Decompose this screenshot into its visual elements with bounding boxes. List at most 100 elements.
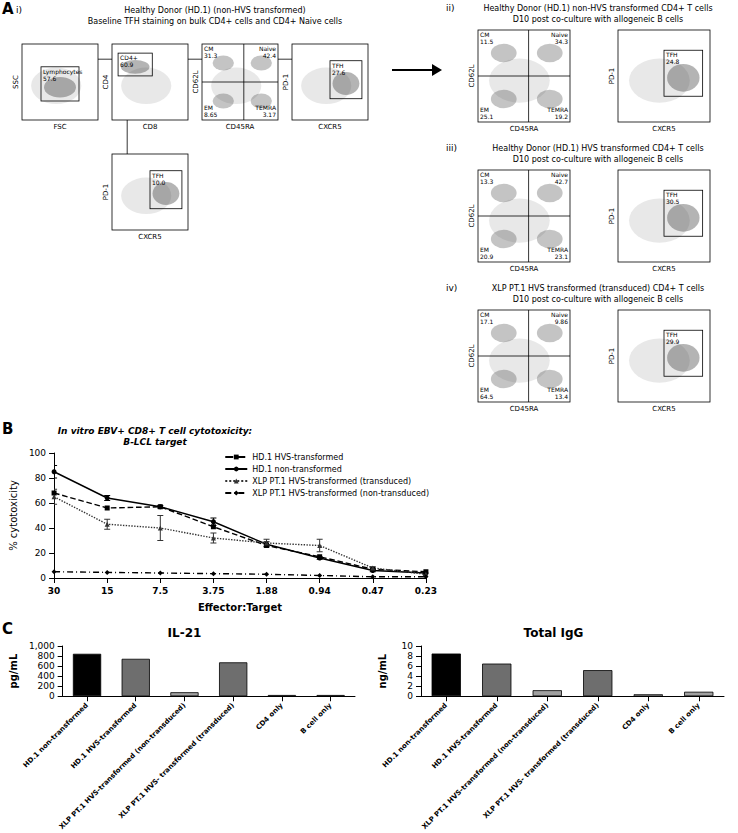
svg-text:TFH: TFH xyxy=(665,51,678,58)
svg-text:CD45RA: CD45RA xyxy=(510,265,539,273)
svg-text:HD.1 HVS-transformed: HD.1 HVS-transformed xyxy=(252,453,343,462)
svg-text:80: 80 xyxy=(35,473,47,483)
svg-text:3.17: 3.17 xyxy=(263,111,277,118)
svg-text:CM: CM xyxy=(204,45,213,52)
svg-text:CXCR5: CXCR5 xyxy=(652,405,675,413)
svg-text:TEMRA: TEMRA xyxy=(546,106,569,113)
svg-text:CD4 only: CD4 only xyxy=(254,701,285,732)
svg-text:i): i) xyxy=(16,5,22,15)
svg-text:CXCR5: CXCR5 xyxy=(318,123,341,131)
svg-text:0.23: 0.23 xyxy=(415,586,437,596)
svg-text:A: A xyxy=(2,0,14,18)
svg-text:In vitro EBV+ CD8+ T cell cyto: In vitro EBV+ CD8+ T cell cytotoxicity: xyxy=(58,426,252,436)
svg-text:42.4: 42.4 xyxy=(263,52,277,59)
svg-text:40: 40 xyxy=(35,523,47,533)
svg-text:15: 15 xyxy=(101,586,114,596)
svg-text:CD62L: CD62L xyxy=(468,64,476,87)
svg-text:7.5: 7.5 xyxy=(152,586,168,596)
svg-text:CD62L: CD62L xyxy=(468,204,476,227)
svg-text:PD-1: PD-1 xyxy=(608,348,616,365)
svg-text:PD-1: PD-1 xyxy=(608,68,616,85)
svg-text:D10 post co-culture with allog: D10 post co-culture with allogeneic B ce… xyxy=(513,155,683,164)
svg-text:TEMRA: TEMRA xyxy=(254,104,277,111)
svg-text:13.3: 13.3 xyxy=(480,178,494,185)
svg-text:PD-1: PD-1 xyxy=(282,74,290,91)
svg-text:25.1: 25.1 xyxy=(480,113,494,120)
svg-text:CM: CM xyxy=(480,311,489,318)
svg-text:27.6: 27.6 xyxy=(332,69,346,76)
svg-text:1,000: 1,000 xyxy=(29,641,55,651)
svg-text:Naive: Naive xyxy=(551,31,568,38)
svg-text:19.2: 19.2 xyxy=(555,113,569,120)
svg-text:iii): iii) xyxy=(446,143,457,153)
svg-text:ii): ii) xyxy=(446,3,455,13)
svg-text:34.3: 34.3 xyxy=(555,38,569,45)
svg-text:0.94: 0.94 xyxy=(309,586,331,596)
svg-text:TFH: TFH xyxy=(151,172,164,179)
svg-text:B cell only: B cell only xyxy=(299,701,334,736)
svg-text:Total IgG: Total IgG xyxy=(524,626,584,640)
svg-text:TEMRA: TEMRA xyxy=(546,386,569,393)
svg-text:17.1: 17.1 xyxy=(480,318,494,325)
svg-text:800: 800 xyxy=(37,651,54,661)
svg-text:2: 2 xyxy=(407,681,413,691)
svg-text:42.7: 42.7 xyxy=(555,178,569,185)
svg-text:23.1: 23.1 xyxy=(555,253,569,260)
svg-text:29.9: 29.9 xyxy=(666,338,680,345)
svg-text:13.4: 13.4 xyxy=(555,393,569,400)
svg-text:CD45RA: CD45RA xyxy=(226,123,255,131)
svg-text:% cytotoxicity: % cytotoxicity xyxy=(8,480,19,551)
svg-text:64.5: 64.5 xyxy=(480,393,494,400)
svg-text:200: 200 xyxy=(37,681,54,691)
svg-text:1.88: 1.88 xyxy=(255,586,277,596)
svg-text:TEMRA: TEMRA xyxy=(546,246,569,253)
svg-text:6: 6 xyxy=(407,661,413,671)
svg-text:8: 8 xyxy=(407,651,413,661)
svg-text:XLP PT.1 HVS-transformed (non-: XLP PT.1 HVS-transformed (non-transduced… xyxy=(252,489,429,498)
svg-text:Healthy Donor (HD.1) HVS trans: Healthy Donor (HD.1) HVS transformed CD4… xyxy=(492,144,703,153)
svg-text:11.5: 11.5 xyxy=(480,38,494,45)
svg-text:PD-1: PD-1 xyxy=(102,184,110,201)
svg-text:3.75: 3.75 xyxy=(202,586,224,596)
svg-text:HD.1 non-transformed: HD.1 non-transformed xyxy=(252,465,342,474)
svg-text:TFH: TFH xyxy=(665,191,678,198)
svg-text:XLP PT.1 HVS-transformed (tran: XLP PT.1 HVS-transformed (transduced) xyxy=(252,477,411,486)
svg-text:CD45RA: CD45RA xyxy=(510,405,539,413)
svg-text:XLP PT.1 HVS transformed (tran: XLP PT.1 HVS transformed (transduced) CD… xyxy=(492,284,704,293)
svg-text:10: 10 xyxy=(402,641,414,651)
svg-text:D10 post co-culture with allog: D10 post co-culture with allogeneic B ce… xyxy=(513,295,683,304)
svg-text:D10 post co-culture with allog: D10 post co-culture with allogeneic B ce… xyxy=(513,15,683,24)
svg-text:57.6: 57.6 xyxy=(43,75,57,82)
svg-text:CD4: CD4 xyxy=(102,74,110,89)
svg-text:EM: EM xyxy=(480,246,489,253)
svg-text:20.9: 20.9 xyxy=(480,253,494,260)
svg-text:600: 600 xyxy=(37,661,54,671)
svg-text:SSC: SSC xyxy=(12,75,20,89)
svg-text:ng/mL: ng/mL xyxy=(377,653,388,688)
svg-text:0: 0 xyxy=(40,573,46,583)
svg-text:4: 4 xyxy=(407,671,413,681)
svg-text:Baseline TFH staining on bulk: Baseline TFH staining on bulk CD4+ cells… xyxy=(88,17,342,26)
svg-text:CD62L: CD62L xyxy=(468,344,476,367)
svg-text:CD4 only: CD4 only xyxy=(621,701,652,732)
svg-text:CD45RA: CD45RA xyxy=(510,125,539,133)
svg-text:Naive: Naive xyxy=(259,45,276,52)
svg-text:XLP PT.1 HVS- transformed (tra: XLP PT.1 HVS- transformed (transduced) xyxy=(482,701,601,820)
svg-text:EM: EM xyxy=(480,106,489,113)
svg-text:24.8: 24.8 xyxy=(666,58,680,65)
svg-text:B-LCL target: B-LCL target xyxy=(123,437,187,447)
svg-text:30.5: 30.5 xyxy=(666,198,680,205)
svg-text:0: 0 xyxy=(49,691,55,701)
svg-text:B cell only: B cell only xyxy=(667,701,702,736)
svg-text:8.65: 8.65 xyxy=(204,111,218,118)
svg-text:CD62L: CD62L xyxy=(192,70,200,93)
svg-text:TFH: TFH xyxy=(331,62,344,69)
svg-text:Naive: Naive xyxy=(551,311,568,318)
svg-text:XLP PT.1 HVS- transformed (tra: XLP PT.1 HVS- transformed (transduced) xyxy=(117,701,236,820)
svg-text:Naive: Naive xyxy=(551,171,568,178)
svg-text:FSC: FSC xyxy=(53,123,66,131)
svg-text:Effector:Target: Effector:Target xyxy=(198,602,282,613)
svg-text:CXCR5: CXCR5 xyxy=(652,265,675,273)
svg-text:0: 0 xyxy=(407,691,413,701)
svg-text:100: 100 xyxy=(29,448,46,458)
